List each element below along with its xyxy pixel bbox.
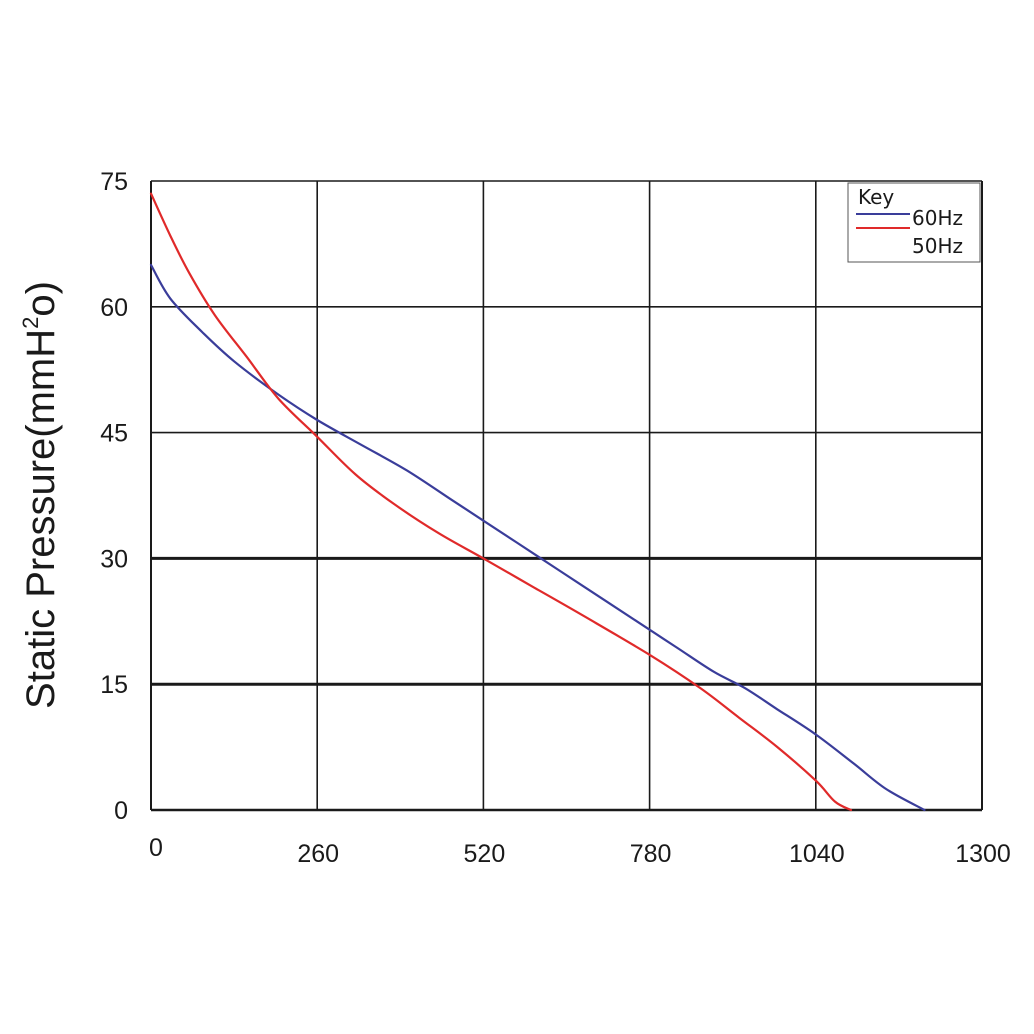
series-line-60hz [149, 263, 926, 812]
x-axis-tick-labels: 0 260 520 780 1040 1300 [149, 834, 1011, 868]
x-tick-label: 1040 [789, 840, 845, 868]
y-tick-label: 0 [114, 797, 128, 825]
y-tick-label: 15 [100, 671, 128, 699]
y-tick-label: 60 [100, 294, 128, 322]
legend: Key 60Hz 50Hz [847, 182, 981, 263]
x-tick-label: 520 [464, 840, 506, 868]
legend-label-60hz: 60Hz [912, 206, 963, 230]
legend-title: Key [858, 185, 894, 209]
y-tick-label: 45 [100, 420, 128, 448]
y-tick-label: 75 [100, 168, 128, 196]
legend-box [847, 182, 981, 263]
y-axis-tick-labels: 0 15 30 45 60 75 [100, 168, 128, 825]
series-group [149, 192, 926, 812]
y-tick-label: 30 [100, 545, 128, 573]
y-axis-label-main: Static Pressure(mmH [19, 329, 63, 709]
y-axis-label: Static Pressure(mmH2o) [18, 281, 63, 709]
y-axis-label-superscript: 2 [18, 317, 43, 329]
y-axis-label-tail: o) [19, 281, 63, 317]
x-tick-label: 0 [149, 834, 163, 862]
grid [150, 180, 983, 812]
x-tick-label: 260 [297, 840, 339, 868]
x-tick-label: 780 [630, 840, 672, 868]
series-line-50hz [149, 192, 853, 812]
x-tick-label: 1300 [955, 840, 1011, 868]
legend-label-50hz: 50Hz [912, 234, 963, 258]
